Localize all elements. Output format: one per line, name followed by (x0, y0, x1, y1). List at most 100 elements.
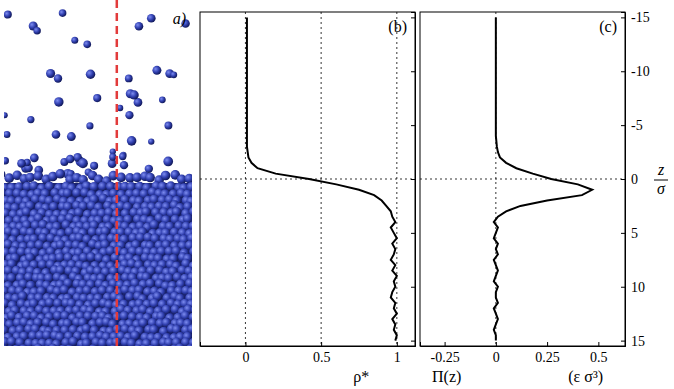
particle (127, 136, 137, 146)
tick-mark (411, 287, 415, 288)
axis-units: (ε σ³) (568, 368, 603, 386)
panel: -0.25 0 0.25 0.5 -15 -10 -5 0 5 10 15 (420, 10, 650, 365)
particle (74, 208, 84, 218)
particle (88, 344, 98, 346)
tick: 15 (621, 334, 645, 349)
particle (146, 345, 156, 346)
particle (25, 173, 35, 183)
tick-mark (411, 341, 415, 342)
figure: a)00.51(b)ρ*-0.2500.250.5-15-10-5051015(… (0, 0, 674, 389)
particle (27, 116, 34, 123)
tick-label: 15 (631, 334, 645, 349)
particle (147, 14, 156, 23)
tick-label: 0.5 (313, 350, 331, 365)
particle (66, 155, 75, 164)
tick (411, 233, 415, 234)
particle (54, 97, 63, 106)
particle (38, 260, 48, 270)
particle (109, 153, 116, 160)
particle (86, 70, 95, 79)
particle (63, 188, 73, 198)
particle (125, 111, 133, 119)
particle (94, 345, 104, 346)
sample-line (116, 0, 119, 346)
particle (161, 171, 171, 181)
profile-line (494, 17, 592, 340)
particle (30, 153, 39, 162)
particle (127, 338, 137, 346)
tick: -0.25 (431, 342, 460, 365)
axis-title: σ (657, 180, 666, 197)
tick-label: -15 (631, 10, 650, 25)
particle (4, 131, 10, 138)
reference-lines (420, 12, 625, 346)
particle (4, 11, 12, 19)
panel-label: a) (173, 10, 186, 28)
z-axis: -15 -10 -5 0 5 10 15 (621, 10, 650, 348)
tick-label: -5 (631, 118, 643, 133)
tick: 0 (242, 342, 249, 365)
tick-mark (547, 342, 548, 346)
particle (152, 66, 161, 75)
tick: 0.5 (313, 342, 331, 365)
axis-title: ρ* (353, 368, 369, 386)
tick-mark (496, 342, 497, 346)
tick (411, 341, 415, 342)
particle (33, 344, 43, 346)
axis-line (411, 13, 416, 347)
tick: 0 (493, 342, 500, 365)
tick: 10 (621, 280, 645, 295)
particle (148, 138, 154, 144)
tick: -15 (621, 10, 650, 25)
tick-label: -10 (631, 64, 650, 79)
particle (59, 9, 67, 17)
chart-svg: a)00.51(b)ρ*-0.2500.250.5-15-10-5051015(… (0, 0, 674, 389)
particle (120, 311, 130, 321)
panel: 00.51 (200, 12, 416, 365)
tick: -5 (621, 118, 643, 133)
particle (82, 324, 92, 334)
particle (4, 112, 8, 118)
particle (126, 346, 136, 347)
particle (78, 158, 88, 168)
particle (163, 157, 173, 167)
tick: 0 (621, 172, 638, 187)
particle (52, 130, 61, 139)
z-axis (411, 13, 416, 347)
tick: 0.5 (590, 342, 608, 365)
tick-mark (598, 342, 599, 346)
profile-line (247, 17, 397, 340)
particle (159, 96, 166, 103)
axis-line (421, 342, 626, 347)
tick: -10 (621, 64, 650, 79)
tick (411, 71, 415, 72)
axis-line (201, 342, 416, 347)
particle (67, 132, 76, 141)
tick (411, 179, 415, 180)
value-axis: 00.51 (201, 342, 416, 365)
tick-mark (621, 125, 625, 126)
tick-mark (621, 341, 625, 342)
tick: 1 (394, 342, 401, 365)
particle (98, 338, 108, 346)
particle (11, 345, 21, 346)
particle (4, 344, 7, 346)
tick-mark (621, 179, 625, 180)
particle (89, 182, 99, 192)
tick-label: 5 (631, 226, 638, 241)
tick-mark (397, 342, 398, 346)
particle (58, 345, 68, 346)
particle (145, 173, 155, 183)
reference-line (420, 179, 625, 180)
particle (71, 37, 78, 44)
tick-mark (621, 71, 625, 72)
tick-label: 0 (631, 172, 638, 187)
liquid-bulk (4, 183, 192, 346)
particle (125, 74, 133, 82)
tick: 0.25 (535, 342, 560, 365)
tick (411, 17, 415, 18)
frame (200, 12, 415, 346)
frame (420, 12, 625, 346)
particle (191, 344, 192, 346)
particle (54, 74, 62, 82)
